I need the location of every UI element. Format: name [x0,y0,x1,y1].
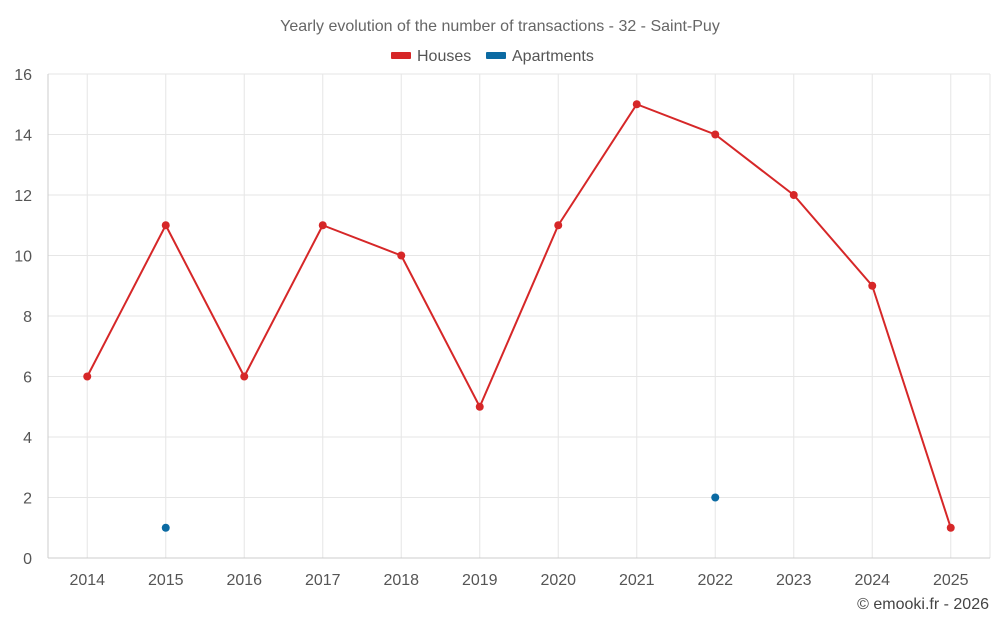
legend-swatch-houses [391,52,411,59]
y-tick-label: 6 [23,370,32,387]
y-tick-label: 10 [14,249,32,266]
data-point-houses[interactable] [83,372,92,381]
credit-text: © emooki.fr - 2026 [857,596,989,613]
data-point-houses[interactable] [554,221,563,230]
data-point-houses[interactable] [946,523,955,532]
data-point-houses[interactable] [161,221,170,230]
legend-item-apartments[interactable]: Apartments [486,48,594,65]
x-tick-label: 2019 [462,572,498,589]
legend-label-apartments: Apartments [512,48,594,65]
y-tick-label: 16 [14,67,32,84]
y-tick-label: 4 [23,430,32,447]
series [83,100,955,532]
x-tick-label: 2014 [69,572,105,589]
y-tick-label: 2 [23,491,32,508]
data-point-houses[interactable] [397,251,406,260]
data-point-houses[interactable] [868,281,877,290]
legend-swatch-apartments [486,52,506,59]
axes: 0 2 4 6 8 10 12 14 16 2014 2015 2016 2017 2018 2019 202… [14,67,990,589]
data-point-houses[interactable] [475,402,484,411]
y-tick-label: 12 [14,188,32,205]
legend-item-houses[interactable]: Houses [391,48,471,65]
x-tick-label: 2017 [305,572,341,589]
x-tick-label: 2024 [854,572,890,589]
data-point-houses[interactable] [789,191,798,199]
legend-label-houses: Houses [417,48,471,65]
x-tick-label: 2020 [540,572,576,589]
data-point-houses[interactable] [711,130,720,139]
data-point-apartments[interactable] [711,493,720,502]
data-point-houses[interactable] [318,221,327,230]
x-tick-label: 2016 [226,572,262,589]
x-tick-label: 2023 [776,572,812,589]
chart-title: Yearly evolution of the number of transa… [280,18,720,35]
x-tick-label: 2015 [148,572,184,589]
series-line-houses [86,103,952,529]
data-point-apartments[interactable] [161,523,170,532]
data-point-houses[interactable] [632,100,641,109]
y-tick-label: 0 [23,551,32,568]
y-tick-label: 14 [14,128,32,145]
data-point-houses[interactable] [240,372,249,381]
x-tick-label: 2022 [697,572,733,589]
legend: Houses Apartments [391,48,594,65]
x-tick-label: 2025 [933,572,969,589]
y-tick-label: 8 [23,309,32,326]
grid [48,73,991,558]
x-tick-label: 2018 [383,572,419,589]
x-tick-label: 2021 [619,572,655,589]
